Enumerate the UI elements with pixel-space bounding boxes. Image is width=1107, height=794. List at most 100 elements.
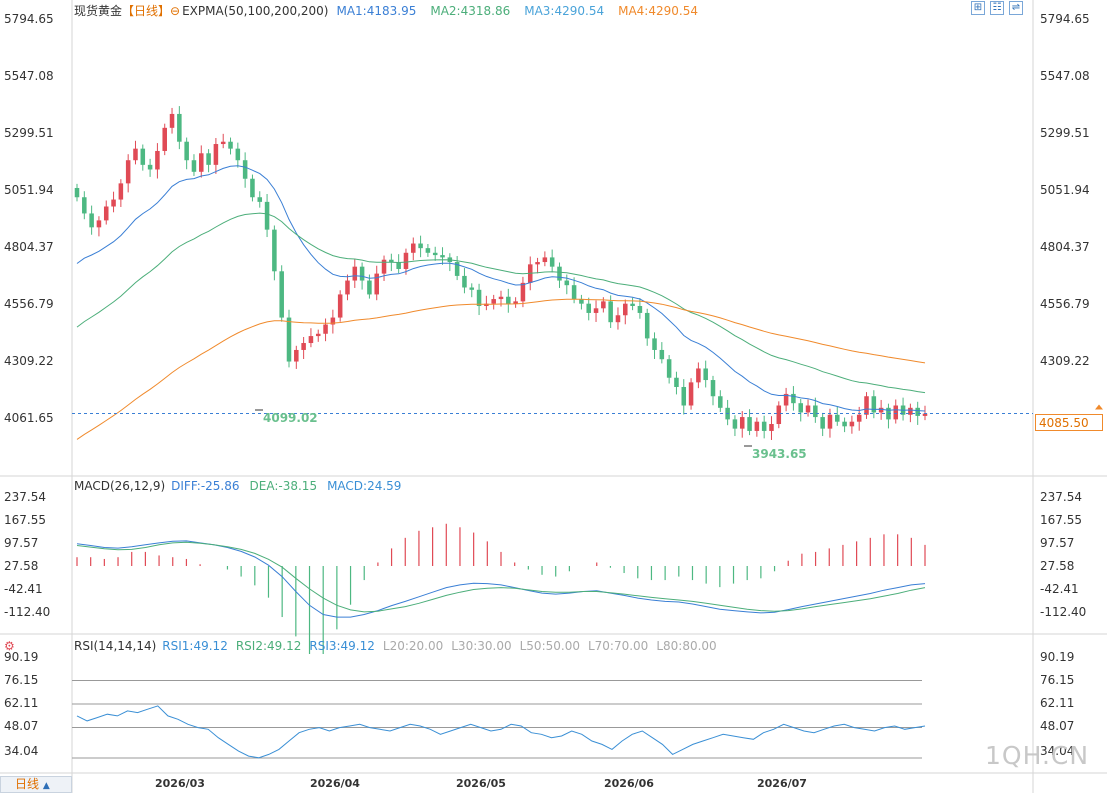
- candle-body: [250, 178, 255, 198]
- candle-body: [140, 148, 146, 165]
- price-axis-label: 5547.08: [4, 69, 54, 83]
- candle-body: [498, 296, 504, 300]
- candle-body: [286, 317, 292, 362]
- period-selector[interactable]: 日线 ▲: [0, 776, 72, 793]
- price-axis-label-right: 5051.94: [1040, 183, 1090, 197]
- ma2-line: [76, 212, 926, 394]
- candle-body: [615, 315, 621, 323]
- candle-body: [425, 248, 431, 253]
- candle-body: [608, 301, 613, 323]
- candle-body: [747, 417, 752, 431]
- rsi-l30: L30:30.00: [451, 639, 512, 653]
- date-axis-label: 2026/05: [456, 777, 506, 790]
- candle-body: [688, 382, 694, 406]
- candle-body: [367, 280, 372, 295]
- candle-body: [893, 405, 899, 420]
- candle-body: [308, 336, 314, 344]
- price-axis-label-right: 5547.08: [1040, 69, 1090, 83]
- rsi-axis-label: 48.07: [4, 719, 39, 733]
- candle-body: [835, 414, 840, 422]
- candle-body: [432, 252, 438, 256]
- instrument-title: 现货黄金: [74, 4, 123, 18]
- candle-body: [922, 413, 928, 416]
- candle-body: [623, 303, 628, 316]
- candle-body: [213, 144, 219, 165]
- candle-body: [191, 160, 197, 172]
- current-price-tag: 4085.50: [1035, 414, 1103, 431]
- indicator-name: EXPMA(50,100,200,200): [182, 4, 329, 18]
- candle-body: [681, 386, 687, 406]
- ma1-value: MA1:4183.95: [336, 4, 417, 18]
- macd-axis-label: 167.55: [4, 513, 46, 527]
- rsi2-value: RSI2:49.12: [235, 639, 302, 653]
- price-axis-label: 4804.37: [4, 240, 54, 254]
- price-axis-label: 5051.94: [4, 183, 54, 197]
- candle-body: [769, 424, 774, 431]
- rsi-axis-label-right: 76.15: [1040, 673, 1075, 687]
- candle-body: [630, 303, 635, 307]
- rsi-l80: L80:80.00: [656, 639, 717, 653]
- ma1-line: [76, 165, 926, 412]
- macd-chart-area: [76, 523, 926, 654]
- macd-title: MACD(26,12,9): [74, 479, 166, 493]
- candle-body: [235, 148, 241, 161]
- price-axis-label: 4309.22: [4, 354, 54, 368]
- price-axis-label: 5299.51: [4, 126, 54, 140]
- candle-body: [593, 308, 599, 313]
- candle-body: [301, 343, 306, 350]
- candle-body: [352, 266, 358, 281]
- candle-body: [761, 421, 767, 431]
- rsi-settings-icon[interactable]: ⚙: [4, 639, 15, 653]
- candle-body: [739, 417, 745, 429]
- candle-body: [111, 199, 116, 207]
- candle-body: [177, 113, 182, 142]
- date-axis-label: 2026/06: [604, 777, 654, 790]
- candle-body: [666, 359, 672, 378]
- candle-body: [696, 368, 701, 383]
- settings-icon[interactable]: ⇌: [1009, 1, 1023, 15]
- refresh-icon[interactable]: ⊖: [170, 4, 181, 18]
- candle-body: [520, 282, 526, 302]
- candle-body: [557, 266, 562, 281]
- candle-body: [162, 127, 167, 151]
- candle-body: [674, 377, 679, 387]
- candle-body: [184, 141, 189, 161]
- candle-body: [462, 275, 467, 288]
- ma4-value: MA4:4290.54: [618, 4, 698, 18]
- candle-body: [147, 164, 153, 170]
- watermark-logo: 1QH.CN: [985, 741, 1090, 770]
- price-axis-label-right: 5299.51: [1040, 126, 1090, 140]
- period-tag: 【日线】: [122, 4, 171, 18]
- candle-body: [791, 393, 796, 404]
- macd-axis-label-right: -112.40: [1040, 605, 1087, 619]
- price-axis-label-right: 4309.22: [1040, 354, 1090, 368]
- candle-body: [374, 273, 379, 295]
- date-axis-label: 2026/07: [757, 777, 807, 790]
- candle-body: [849, 421, 855, 427]
- candle-body: [776, 405, 782, 425]
- candle-body: [864, 396, 869, 415]
- candle-body: [579, 299, 584, 304]
- candle-body: [637, 306, 643, 313]
- candle-body: [381, 259, 387, 274]
- rsi-l50: L50:50.00: [519, 639, 580, 653]
- candle-body: [586, 303, 591, 313]
- candle-body: [513, 301, 518, 304]
- candle-body: [323, 324, 328, 334]
- macd-axis-label: -112.40: [4, 605, 51, 619]
- rsi-line: [76, 705, 926, 759]
- grid-icon[interactable]: ☷: [990, 1, 1004, 15]
- candle-body: [732, 419, 738, 429]
- candle-body: [878, 407, 884, 413]
- candle-body: [915, 407, 920, 416]
- price-axis-label-right: 4804.37: [1040, 240, 1090, 254]
- candle-body: [564, 280, 570, 286]
- macd-axis-label: 27.58: [4, 559, 39, 573]
- candle-body: [476, 289, 482, 307]
- price-arrow-icon: [1095, 404, 1103, 410]
- zoom-icon[interactable]: ⊞: [971, 1, 985, 15]
- candle-body: [535, 262, 540, 265]
- macd-axis-label-right: -42.41: [1040, 582, 1079, 596]
- macd-axis-label-right: 237.54: [1040, 490, 1082, 504]
